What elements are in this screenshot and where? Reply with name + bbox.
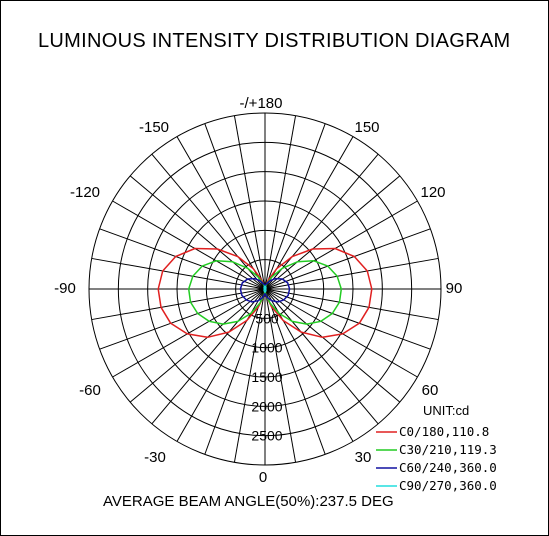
series-curve-1 <box>187 260 343 325</box>
radial-label-500: 500 <box>255 310 279 326</box>
grid-spoke-40 <box>264 288 379 425</box>
grid-spoke-50 <box>264 288 401 403</box>
angle-label-180: -/+180 <box>240 95 283 112</box>
angle-label-30: 30 <box>355 449 372 466</box>
angle-label-120: 120 <box>420 184 445 201</box>
grid-spoke-210 <box>176 136 266 290</box>
grid-spoke-200 <box>204 123 266 290</box>
grid-spoke-260 <box>91 257 266 290</box>
grid-spoke-130 <box>264 175 401 290</box>
grid-spoke-320 <box>151 288 266 425</box>
grid-spoke-120 <box>264 200 418 290</box>
chart-title: LUMINOUS INTENSITY DISTRIBUTION DIAGRAM <box>38 30 511 52</box>
grid-spoke-100 <box>264 257 439 290</box>
angle-label-neg150: -150 <box>139 119 169 136</box>
radial-label-1500: 1500 <box>251 369 282 385</box>
grid-spoke-20 <box>264 288 326 455</box>
grid-spoke-230 <box>129 175 266 290</box>
grid-spoke-10 <box>264 288 297 463</box>
grid-spoke-250 <box>99 228 266 290</box>
grid-spoke-300 <box>112 288 266 378</box>
grid-spoke-80 <box>264 288 439 321</box>
legend-entry-1: C30/210,119.3 <box>399 442 497 457</box>
radial-label-1000: 1000 <box>251 340 282 356</box>
legend-entry-2: C60/240,360.0 <box>399 460 497 475</box>
unit-label: UNIT:cd <box>423 403 469 418</box>
grid-spoke-220 <box>151 153 266 290</box>
grid-spoke-350 <box>233 288 266 463</box>
grid-spoke-110 <box>264 228 431 290</box>
grid-spoke-70 <box>264 288 431 350</box>
angle-label-0: 0 <box>259 469 267 486</box>
grid-spoke-140 <box>264 153 379 290</box>
legend-entry-3: C90/270,360.0 <box>399 478 497 493</box>
grid-spoke-290 <box>99 288 266 350</box>
beam-angle-footer: AVERAGE BEAM ANGLE(50%):237.5 DEG <box>103 493 394 510</box>
series-curve-3 <box>263 285 267 293</box>
grid-spoke-160 <box>264 123 326 290</box>
angle-label-neg60: -60 <box>79 382 101 399</box>
angle-label-neg90: -90 <box>54 280 76 297</box>
grid-spoke-340 <box>204 288 266 455</box>
radial-label-2500: 2500 <box>251 428 282 444</box>
grid-spoke-150 <box>264 136 354 290</box>
legend-entry-0: C0/180,110.8 <box>399 424 489 439</box>
grid-spoke-280 <box>91 288 266 321</box>
angle-label-neg30: -30 <box>144 449 166 466</box>
radial-label-2000: 2000 <box>251 398 282 414</box>
angle-label-90: 90 <box>446 280 463 297</box>
grid-spoke-190 <box>233 115 266 290</box>
angle-label-60: 60 <box>422 382 439 399</box>
angle-label-150: 150 <box>354 119 379 136</box>
grid-spoke-310 <box>129 288 266 403</box>
grid-spoke-170 <box>264 115 297 290</box>
grid-spoke-240 <box>112 200 266 290</box>
angle-label-neg120: -120 <box>70 184 100 201</box>
grid-spoke-60 <box>264 288 418 378</box>
